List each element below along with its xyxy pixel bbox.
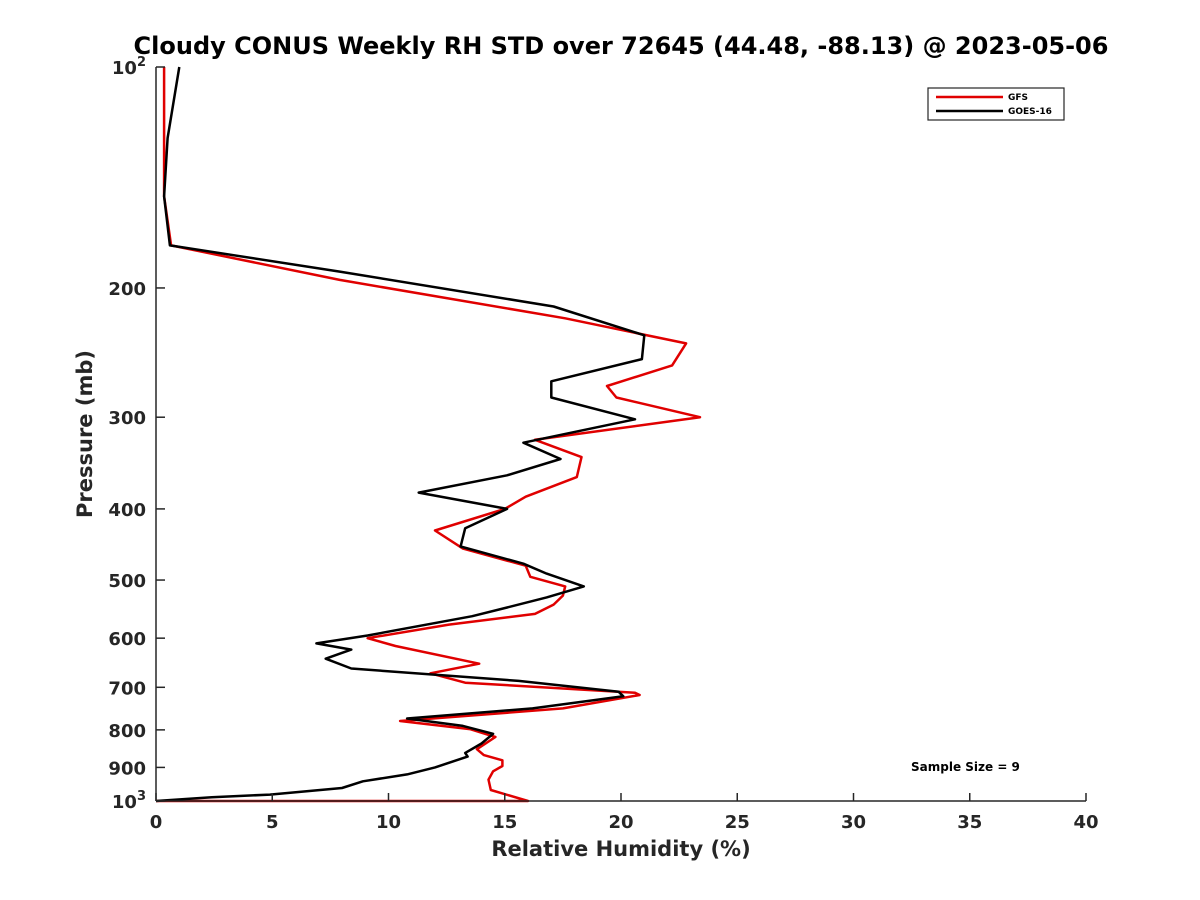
series-line-gfs [156,67,702,803]
y-tick-label: 900 [108,758,146,779]
y-tick-label: 300 [108,408,146,429]
x-tick-label: 15 [492,812,517,833]
legend: GFS GOES-16 [927,87,1065,121]
x-tick-label: 40 [1073,812,1098,833]
plot-lines [155,66,702,803]
sample-size-annotation: Sample Size = 9 [911,760,1020,774]
x-tick-label: 20 [608,812,633,833]
y-tick-label: 102 [112,55,146,79]
x-axis-label: Relative Humidity (%) [491,837,750,861]
y-tick-label: 800 [108,721,146,742]
y-tick-label: 103 [112,789,146,813]
y-tick-label: 400 [108,500,146,521]
x-tick-label: 5 [266,812,279,833]
y-tick-label: 500 [108,571,146,592]
x-axis-ticks: 0 5 10 15 20 25 30 35 40 [150,793,1099,833]
chart-title: Cloudy CONUS Weekly RH STD over 72645 (4… [134,32,1109,60]
y-tick-label: 600 [108,629,146,650]
x-tick-label: 0 [150,812,163,833]
y-axis-ticks: 102 200 300 400 500 600 700 800 900 103 [108,55,165,813]
y-tick-label: 700 [108,678,146,699]
series-line-goes-16 [155,66,646,803]
legend-label-goes-16: GOES-16 [1008,107,1052,117]
x-tick-label: 35 [957,812,982,833]
legend-label-gfs: GFS [1008,93,1028,103]
y-tick-label: 200 [108,279,146,300]
legend-box [927,87,1065,121]
x-tick-label: 10 [376,812,401,833]
x-tick-label: 25 [725,812,750,833]
x-tick-label: 30 [841,812,866,833]
y-axis-label: Pressure (mb) [73,350,97,518]
